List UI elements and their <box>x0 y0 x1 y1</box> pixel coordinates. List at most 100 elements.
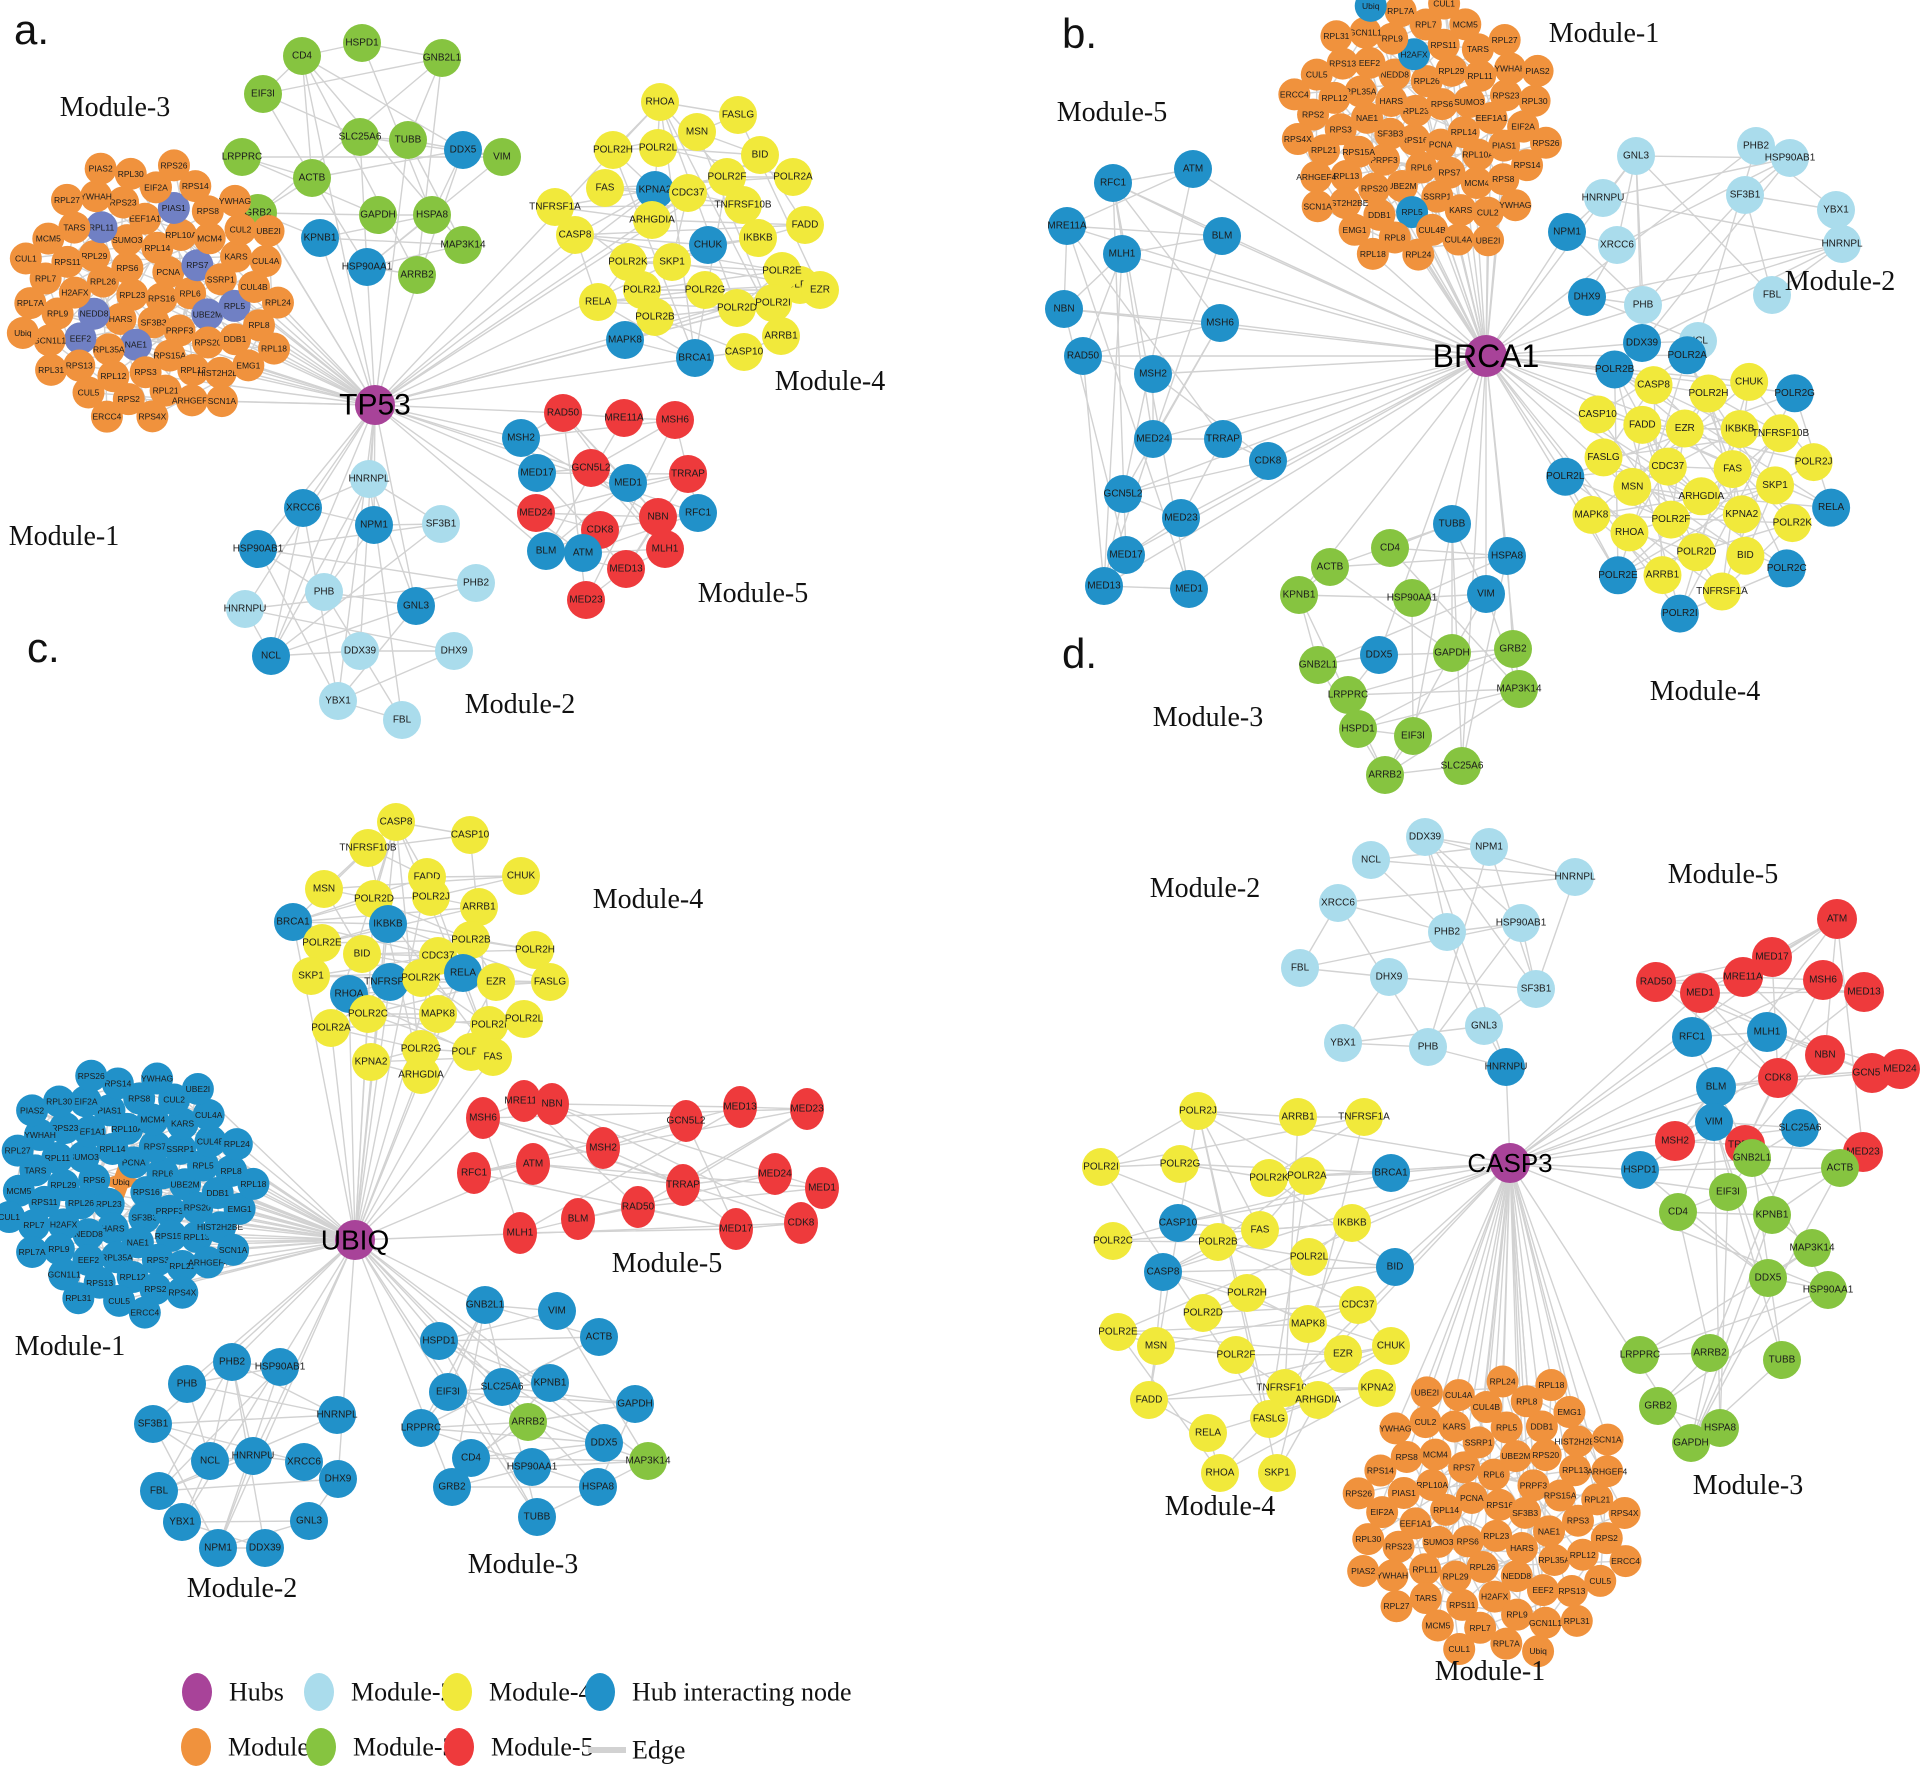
node-FASLG <box>719 96 757 134</box>
edge <box>531 1460 649 1468</box>
node-label-SSRP1: SSRP1 <box>207 274 235 284</box>
node-VIM <box>538 1292 576 1330</box>
edge <box>257 548 477 584</box>
node-SUMO3 <box>67 1140 100 1173</box>
edge <box>354 1056 494 1241</box>
node-label-CUL2: CUL2 <box>230 224 252 234</box>
node-label-UBE2I: UBE2I <box>256 226 281 236</box>
node-DDX39 <box>1623 324 1661 362</box>
node-HSP90AA1 <box>513 1448 551 1486</box>
edge <box>520 419 676 439</box>
node-YWHAH <box>24 1118 57 1151</box>
node-label-RPL23: RPL23 <box>96 1199 122 1209</box>
node-DDX5 <box>444 131 482 169</box>
node-label-SLC25A6: SLC25A6 <box>1779 1123 1822 1134</box>
node-label-GNL3: GNL3 <box>403 601 430 612</box>
node-MCM4 <box>1460 166 1493 199</box>
node-ACTB <box>1311 548 1349 586</box>
edge <box>1509 1162 1729 1193</box>
edge <box>319 237 464 246</box>
node-label-MAPK8: MAPK8 <box>421 1009 455 1020</box>
node-CDC37 <box>669 174 707 212</box>
edge <box>374 404 547 552</box>
node-RPL21 <box>149 374 182 407</box>
node-CUL1 <box>9 242 42 275</box>
node-RPS6 <box>111 251 144 284</box>
node-HSPD1 <box>343 24 381 62</box>
node-label-EIF3I: EIF3I <box>251 89 275 100</box>
node-POLR2H <box>1689 374 1728 413</box>
node-label-RPS7: RPS7 <box>186 260 208 270</box>
node-RPS4X <box>1281 123 1314 156</box>
node-label-YWHAG: YWHAG <box>219 196 251 206</box>
node-RPL27 <box>1 1134 34 1167</box>
node-label-POLR2F: POLR2F <box>1652 514 1691 525</box>
node-label-TRRAP: TRRAP <box>666 1180 700 1191</box>
node-label-HSP90AA1: HSP90AA1 <box>1803 1285 1854 1296</box>
node-HSP90AA1 <box>348 248 386 286</box>
node-POLR2I <box>470 1006 508 1044</box>
node-RPS15A <box>1342 135 1375 168</box>
node-label-BID: BID <box>752 150 769 161</box>
node-RPS8 <box>1390 1440 1423 1473</box>
node-label-EZR: EZR <box>1333 1349 1353 1360</box>
node-PIAS1 <box>1387 1476 1420 1509</box>
node-RPL23 <box>1480 1519 1513 1552</box>
node-CASP8 <box>1144 1253 1182 1291</box>
edge <box>482 1117 802 1224</box>
node-CUL4A <box>192 1098 225 1131</box>
node-BLM <box>561 1198 595 1240</box>
edge <box>1100 1166 1261 1231</box>
edge <box>1329 566 1453 654</box>
node-label-NPM1: NPM1 <box>204 1543 232 1554</box>
node-POLR2L <box>1546 457 1585 496</box>
node-label-CDK8: CDK8 <box>1255 456 1282 467</box>
node-label-H2AFX: H2AFX <box>1481 1592 1509 1602</box>
node-FASLG <box>531 963 569 1001</box>
node-label-RPS2: RPS2 <box>1596 1533 1618 1543</box>
node-label-NPM1: NPM1 <box>1553 227 1581 238</box>
node-RPL7 <box>1409 8 1442 41</box>
module-label-Module-3: Module-3 <box>1693 1470 1803 1501</box>
node-RPL23 <box>116 278 149 311</box>
node-NBN <box>1805 1035 1845 1075</box>
node-MED13 <box>607 550 645 588</box>
node-BRCA1 <box>676 339 714 377</box>
edge <box>501 1386 636 1405</box>
node-label-RPS14: RPS14 <box>182 181 209 191</box>
edge <box>1299 922 1522 969</box>
node-label-RPL13: RPL13 <box>1333 171 1359 181</box>
node-PRPF3 <box>163 314 196 347</box>
edge <box>1751 1157 1783 1361</box>
node-DDB1 <box>1363 198 1396 231</box>
node-label-MCM5: MCM5 <box>1425 1620 1450 1630</box>
node-label-GCN5L2: GCN5L2 <box>667 1116 706 1127</box>
node-SF3B3 <box>1374 117 1407 150</box>
node-YBX1 <box>319 682 357 720</box>
node-PIAS2 <box>1521 54 1554 87</box>
node-label-SKP1: SKP1 <box>659 257 685 268</box>
node-TNFRSF1A <box>1345 1098 1383 1136</box>
node-label-MSH6: MSH6 <box>1206 318 1234 329</box>
edge <box>532 1163 684 1186</box>
node-label-POLR2G: POLR2G <box>1774 388 1815 399</box>
node-ARHGEF4 <box>175 384 208 417</box>
node-label-SF3B1: SF3B1 <box>1521 984 1552 995</box>
node-label-POLR2H: POLR2H <box>593 145 633 156</box>
node-RPS23 <box>107 186 140 219</box>
node-MRE11A <box>507 1080 541 1122</box>
node-RPS2 <box>1297 98 1330 131</box>
node-label-KPNA2: KPNA2 <box>1361 1383 1394 1394</box>
node-label-RPS13: RPS13 <box>1558 1586 1585 1596</box>
node-label-CDK8: CDK8 <box>587 525 614 536</box>
node-label-RPL7: RPL7 <box>35 274 57 284</box>
node-EZR <box>477 963 515 1001</box>
node-label-SUMO3: SUMO3 <box>1423 1537 1454 1547</box>
panel-letter: b. <box>1062 10 1097 57</box>
module-label-Module-2: Module-2 <box>1785 266 1895 297</box>
node-label-CASP10: CASP10 <box>1159 1218 1198 1229</box>
node-CASP10 <box>451 816 489 854</box>
node-label-CUL2: CUL2 <box>1477 208 1499 218</box>
node-label-RFC1: RFC1 <box>685 508 712 519</box>
node-label-YBX1: YBX1 <box>1330 1038 1356 1049</box>
